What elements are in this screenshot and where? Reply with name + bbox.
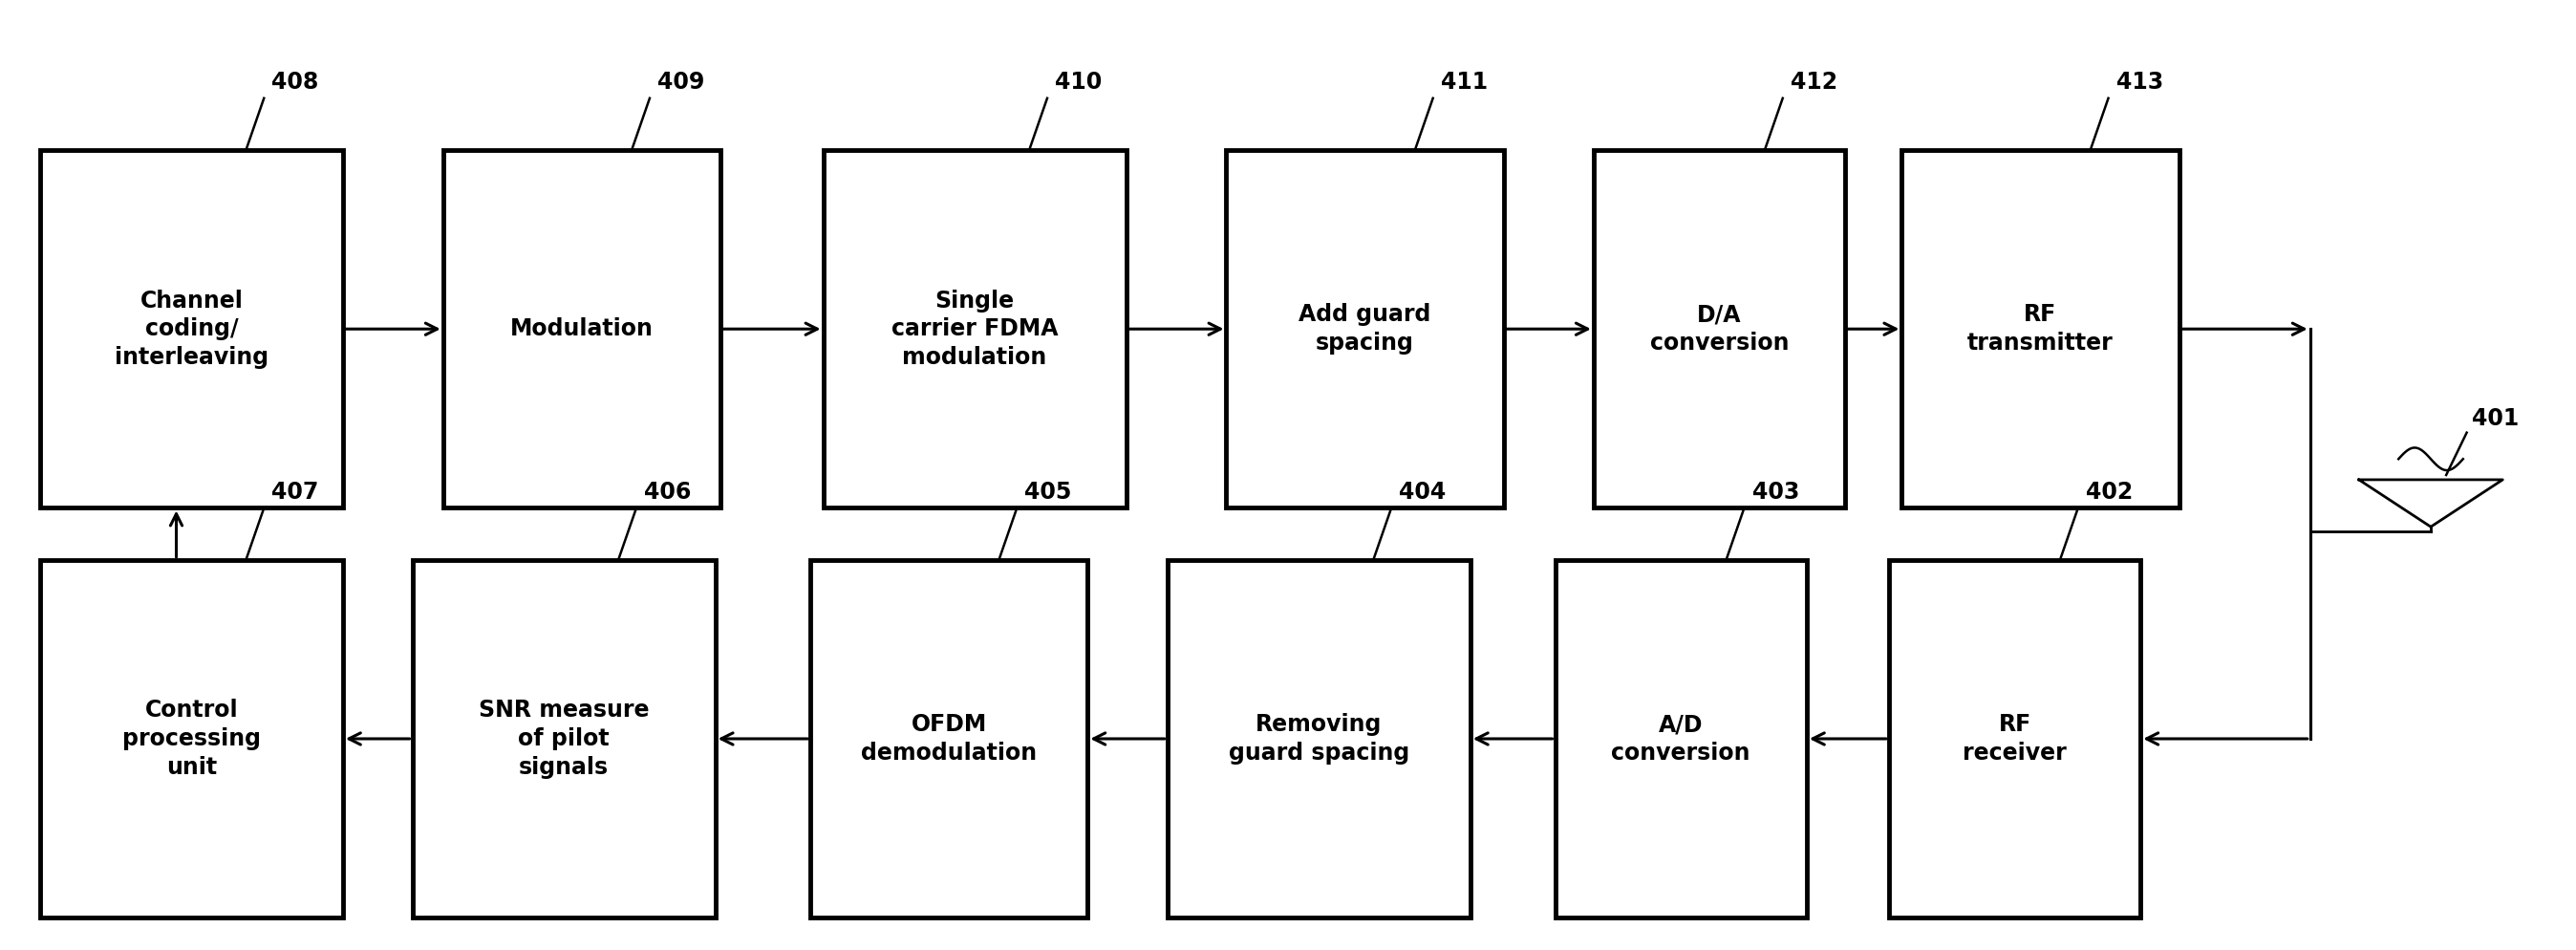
Bar bbox=[41, 560, 343, 918]
Text: 411: 411 bbox=[1440, 70, 1486, 93]
Text: 409: 409 bbox=[657, 70, 706, 93]
Text: Modulation: Modulation bbox=[510, 317, 654, 340]
Text: 410: 410 bbox=[1056, 70, 1103, 93]
Bar bbox=[811, 560, 1087, 918]
Bar bbox=[1556, 560, 1806, 918]
Text: Single
carrier FDMA
modulation: Single carrier FDMA modulation bbox=[891, 289, 1059, 369]
Bar bbox=[1167, 560, 1471, 918]
Bar bbox=[824, 150, 1126, 508]
Bar bbox=[1901, 150, 2179, 508]
Text: 404: 404 bbox=[1399, 481, 1445, 504]
Text: Control
processing
unit: Control processing unit bbox=[121, 699, 260, 779]
Bar bbox=[412, 560, 716, 918]
Bar bbox=[1888, 560, 2141, 918]
Text: OFDM
demodulation: OFDM demodulation bbox=[860, 713, 1038, 765]
Text: A/D
conversion: A/D conversion bbox=[1613, 713, 1752, 765]
Bar bbox=[443, 150, 721, 508]
Text: D/A
conversion: D/A conversion bbox=[1649, 303, 1788, 354]
Text: Add guard
spacing: Add guard spacing bbox=[1298, 303, 1432, 354]
Text: 402: 402 bbox=[2087, 481, 2133, 504]
Text: 408: 408 bbox=[270, 70, 319, 93]
Text: 413: 413 bbox=[2115, 70, 2164, 93]
Text: 407: 407 bbox=[270, 481, 319, 504]
Text: Removing
guard spacing: Removing guard spacing bbox=[1229, 713, 1409, 765]
Text: 412: 412 bbox=[1790, 70, 1837, 93]
Bar bbox=[41, 150, 343, 508]
Text: 405: 405 bbox=[1025, 481, 1072, 504]
Bar bbox=[1595, 150, 1844, 508]
Text: 406: 406 bbox=[644, 481, 690, 504]
Text: 401: 401 bbox=[2473, 407, 2519, 429]
Text: SNR measure
of pilot
signals: SNR measure of pilot signals bbox=[479, 699, 649, 779]
Text: RF
receiver: RF receiver bbox=[1963, 713, 2066, 765]
Text: RF
transmitter: RF transmitter bbox=[1968, 303, 2112, 354]
Bar bbox=[1226, 150, 1504, 508]
Text: Channel
coding/
interleaving: Channel coding/ interleaving bbox=[113, 289, 268, 369]
Text: 403: 403 bbox=[1752, 481, 1798, 504]
